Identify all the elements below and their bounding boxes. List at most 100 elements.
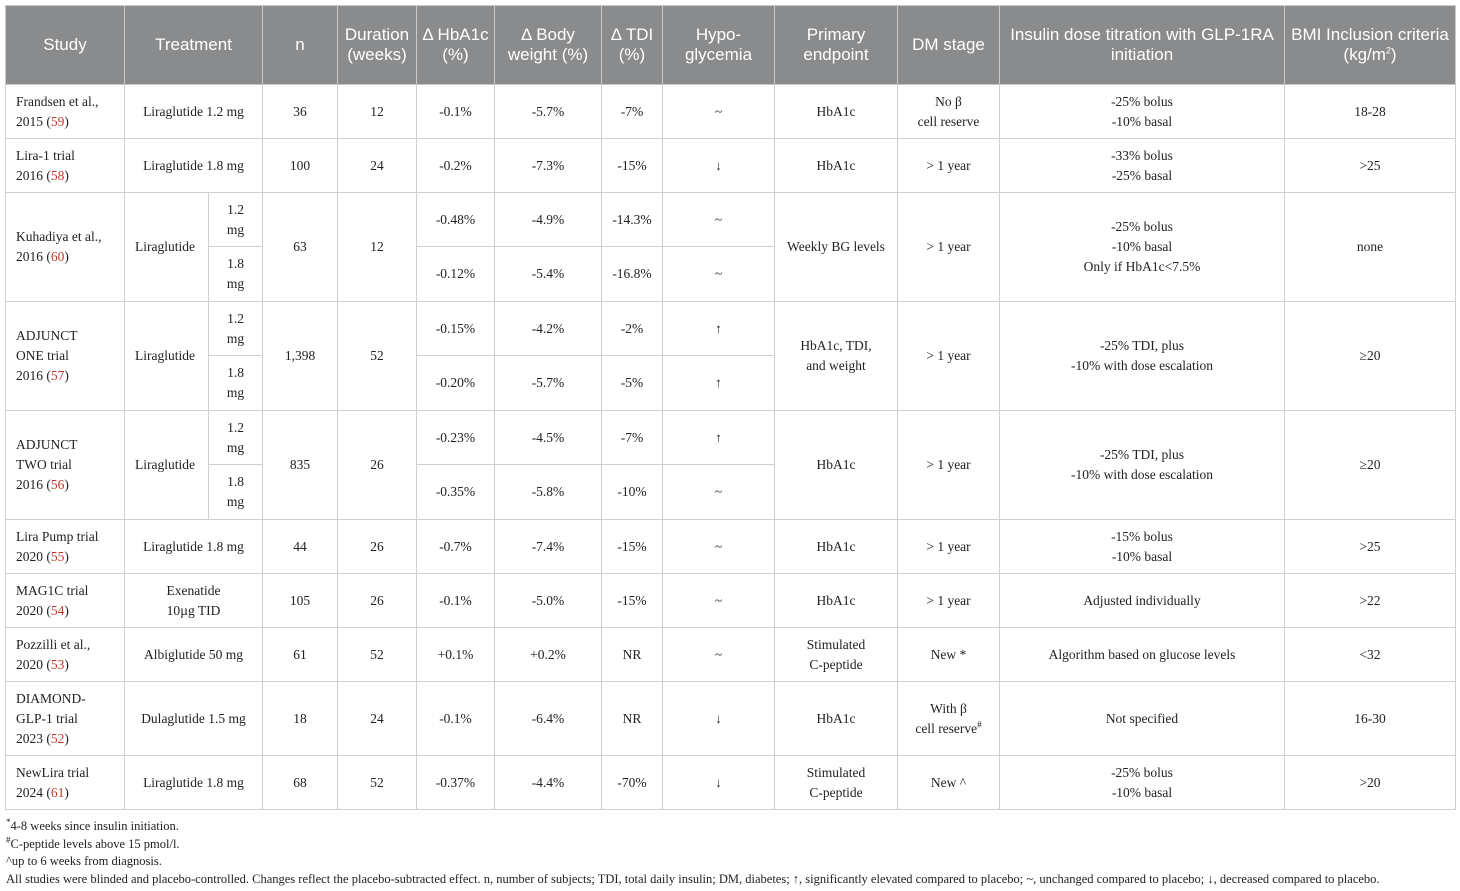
col-titration: Insulin dose titration with GLP-1RA init… (999, 5, 1285, 85)
dm-stage-cell: No β cell reserve (897, 84, 1000, 139)
table-row: 1.8 mg -0.12% -5.4% -16.8% ~ (6, 246, 1456, 302)
footnote-hash: #C-peptide levels above 15 pmol/l. (6, 834, 180, 851)
tdi-cell: -7% (601, 410, 663, 465)
treatment-cell: Liraglutide 1.8 mg (124, 138, 263, 193)
tdi-cell: -2% (601, 301, 663, 356)
hba1c-cell: -0.23% (416, 410, 495, 465)
hypoglycemia-cell: ~ (662, 627, 775, 682)
treatment-cell: Exenatide 10µg TID (124, 573, 263, 628)
dose-cell: 1.8 mg (208, 355, 263, 411)
hypoglycemia-cell: ~ (662, 573, 775, 628)
reference-link[interactable]: 56 (50, 477, 65, 492)
tdi-cell: NR (601, 681, 663, 756)
table-row: 1.8 mg -0.20% -5.7% -5% ↑ (6, 355, 1456, 411)
hypoglycemia-cell: ↑ (662, 410, 775, 465)
reference-link[interactable]: 53 (50, 656, 65, 672)
titration-cell: Adjusted individually (999, 573, 1285, 628)
col-hba1c: Δ HbA1c (%) (416, 5, 495, 85)
body-weight-cell: -7.3% (494, 138, 602, 193)
tdi-cell: -7% (601, 84, 663, 139)
hypoglycemia-cell: ~ (662, 464, 775, 520)
reference-link[interactable]: 57 (50, 368, 65, 383)
reference-link[interactable]: 61 (50, 784, 65, 800)
bmi-cell: >25 (1284, 519, 1456, 574)
reference-link[interactable]: 52 (50, 730, 65, 746)
tdi-cell: -70% (601, 755, 663, 810)
dm-stage-cell: > 1 year (897, 573, 1000, 628)
tdi-cell: -5% (601, 355, 663, 411)
body-weight-cell: -7.4% (494, 519, 602, 574)
tdi-cell: -14.3% (601, 192, 663, 247)
tdi-cell: NR (601, 627, 663, 682)
hypoglycemia-cell: ~ (662, 84, 775, 139)
dose-cell: 1.2 mg (208, 301, 263, 356)
duration-cell: 26 (337, 519, 417, 574)
reference-link[interactable]: 55 (50, 548, 65, 564)
n-cell: 105 (262, 573, 338, 628)
col-hypoglycemia: Hypo-glycemia (662, 5, 775, 85)
reference-link[interactable]: 59 (50, 113, 65, 129)
footnote-caret: ^up to 6 weeks from diagnosis. (6, 854, 162, 868)
col-n: n (262, 5, 338, 85)
hba1c-cell: -0.1% (416, 84, 495, 139)
titration-cell: -25% bolus -10% basal Only if HbA1c<7.5% (999, 192, 1285, 302)
endpoint-cell: Stimulated C-peptide (774, 755, 898, 810)
hba1c-cell: -0.15% (416, 301, 495, 356)
body-weight-cell: -4.5% (494, 410, 602, 465)
col-body-weight: Δ Body weight (%) (494, 5, 602, 85)
body-weight-cell: -4.4% (494, 755, 602, 810)
table-row: Pozzilli et al., 2020 (53) Albiglutide 5… (5, 627, 1456, 682)
treatment-cell: Albiglutide 50 mg (124, 627, 263, 682)
endpoint-cell: HbA1c (774, 519, 898, 574)
bmi-cell: >20 (1284, 755, 1456, 810)
footnote-legend: All studies were blinded and placebo-con… (6, 871, 1380, 886)
hba1c-cell: -0.12% (416, 246, 495, 302)
endpoint-cell: HbA1c (774, 138, 898, 193)
duration-cell: 12 (337, 84, 417, 139)
table-row: MAG1C trial 2020 (54) Exenatide 10µg TID… (5, 573, 1456, 628)
hypoglycemia-cell: ↓ (662, 755, 775, 810)
bmi-cell: ≥20 (1284, 301, 1456, 411)
hypoglycemia-cell: ~ (662, 519, 775, 574)
duration-cell: 24 (337, 138, 417, 193)
study-cell: NewLira trial 2024 (61) (5, 755, 125, 810)
dm-stage-cell: > 1 year (897, 519, 1000, 574)
dm-stage-cell: New ^ (897, 755, 1000, 810)
col-primary-endpoint: Primary endpoint (774, 5, 898, 85)
hba1c-cell: +0.1% (416, 627, 495, 682)
tdi-cell: -15% (601, 138, 663, 193)
hypoglycemia-cell: ~ (662, 192, 775, 247)
dm-stage-cell: With β cell reserve# (897, 681, 1000, 756)
reference-link[interactable]: 58 (50, 167, 65, 183)
study-cell: ADJUNCT ONE trial 2016 (57) (5, 301, 125, 411)
tdi-cell: -16.8% (601, 246, 663, 302)
bmi-header-close: ) (1390, 45, 1397, 64)
duration-cell: 24 (337, 681, 417, 756)
table-row: DIAMOND- GLP-1 trial 2023 (52) Dulagluti… (5, 681, 1456, 756)
reference-link[interactable]: 60 (50, 249, 65, 264)
reference-link[interactable]: 54 (50, 602, 65, 618)
n-cell: 18 (262, 681, 338, 756)
hypoglycemia-cell: ↑ (662, 301, 775, 356)
titration-cell: -25% TDI, plus -10% with dose escalation (999, 301, 1285, 411)
dm-stage-cell: > 1 year (897, 410, 1000, 520)
duration-cell: 26 (337, 410, 417, 520)
bmi-cell: >22 (1284, 573, 1456, 628)
bmi-cell: >25 (1284, 138, 1456, 193)
study-cell: Pozzilli et al., 2020 (53) (5, 627, 125, 682)
bmi-cell: <32 (1284, 627, 1456, 682)
treatment-cell: Liraglutide 1.8 mg (124, 519, 263, 574)
endpoint-cell: HbA1c, TDI, and weight (774, 301, 898, 411)
bmi-cell: 16-30 (1284, 681, 1456, 756)
study-cell: Frandsen et al., 2015 (59) (5, 84, 125, 139)
study-cell: MAG1C trial 2020 (54) (5, 573, 125, 628)
duration-cell: 12 (337, 192, 417, 302)
titration-cell: -33% bolus -25% basal (999, 138, 1285, 193)
endpoint-cell: Weekly BG levels (774, 192, 898, 302)
table-row: Kuhadiya et al., 2016 (60) Liraglutide 1… (5, 192, 1456, 302)
bmi-cell: none (1284, 192, 1456, 302)
body-weight-cell: -4.9% (494, 192, 602, 247)
titration-cell: Not specified (999, 681, 1285, 756)
study-cell: DIAMOND- GLP-1 trial 2023 (52) (5, 681, 125, 756)
n-cell: 68 (262, 755, 338, 810)
